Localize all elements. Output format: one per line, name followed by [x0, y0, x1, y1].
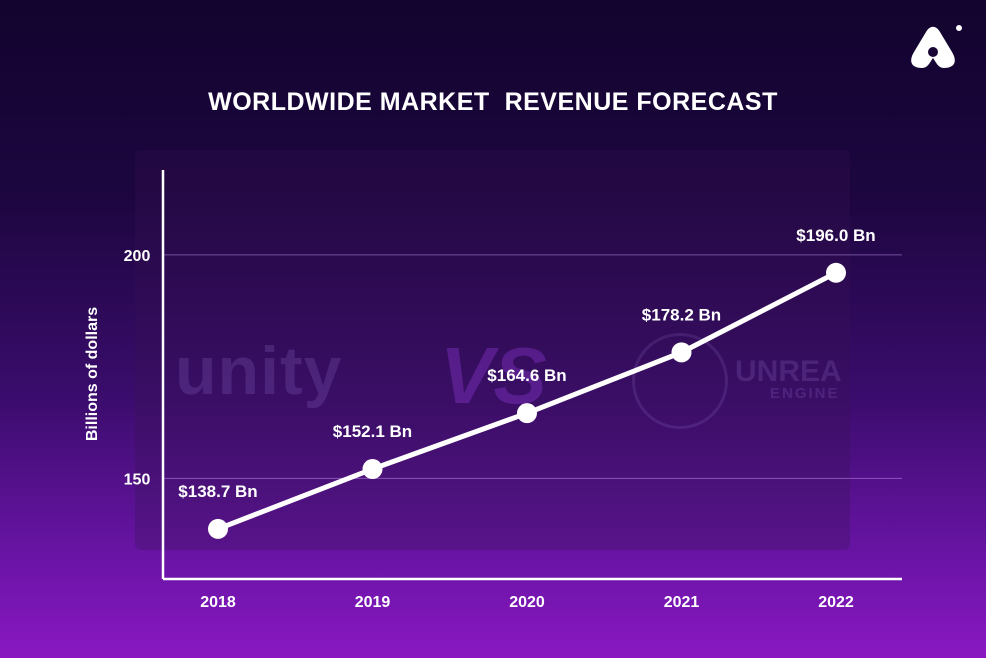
- background-unity-text: unity: [175, 333, 343, 409]
- background-unreal-text: UNREA: [735, 355, 842, 388]
- data-point: [362, 459, 383, 480]
- data-label: $164.6 Bn: [487, 366, 566, 385]
- data-point: [826, 262, 846, 283]
- data-point: [671, 342, 692, 363]
- data-label: $196.0 Bn: [796, 226, 875, 245]
- series-line: [217, 270, 838, 532]
- y-axis-label: Billions of dollars: [84, 307, 101, 441]
- x-tick-label: 2019: [355, 594, 391, 611]
- data-label: $152.1 Bn: [333, 422, 412, 441]
- data-label: $138.7 Bn: [178, 482, 257, 501]
- data-point: [517, 403, 537, 424]
- background-photo: [135, 150, 850, 550]
- unreal-logo-icon: [632, 333, 728, 429]
- chart-title: WORLDWIDE MARKET REVENUE FORECAST: [208, 88, 778, 116]
- x-tick-label: 2018: [200, 594, 236, 611]
- x-tick-label: 2022: [818, 594, 854, 611]
- data-label: $178.2 Bn: [642, 305, 721, 324]
- background-engine-text: ENGINE: [770, 385, 840, 402]
- x-tick-label: 2021: [664, 594, 700, 611]
- y-tick-label: 200: [124, 248, 151, 265]
- x-tick-label: 2020: [509, 594, 545, 611]
- data-point: [208, 518, 228, 539]
- brand-logo-icon: [911, 25, 962, 68]
- y-tick-label: 150: [124, 471, 151, 488]
